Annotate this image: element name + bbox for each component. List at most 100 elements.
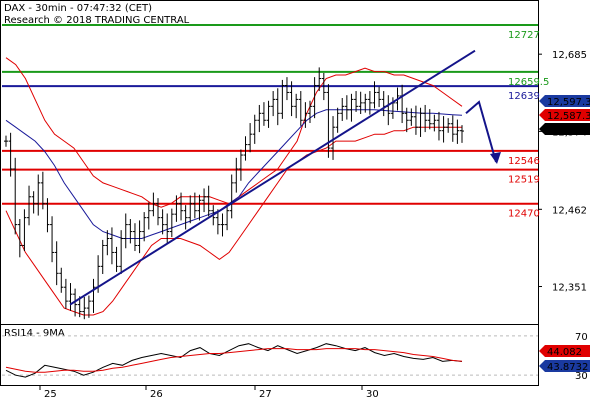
ohlc-bar (22, 209, 27, 252)
bollinger-lower-line (5, 126, 462, 316)
chart-title: DAX - 30min - 07:47:32 (CET) (4, 3, 152, 14)
rsi-layer (2, 335, 538, 378)
price-tag-ma: 12,597.3 (539, 95, 590, 108)
ohlc-bar (119, 230, 124, 274)
ohlc-bar (169, 208, 174, 238)
ohlc-bar (132, 223, 137, 252)
ohlc-bar (142, 212, 147, 242)
ohlc-bar (436, 111, 441, 141)
ohlc-bar (400, 84, 405, 124)
ohlc-bar (331, 116, 336, 160)
ohlc-bar (261, 102, 266, 126)
ohlc-bar (128, 219, 133, 244)
ohlc-bar (432, 114, 437, 132)
rsi-tag-value: 43.8732 (539, 360, 590, 373)
ohlc-bar (326, 84, 331, 158)
ohlc-bar (303, 102, 308, 128)
rsi-tag-ma: 44.082 (539, 345, 590, 358)
ohlc-bar (349, 93, 354, 122)
ohlc-bar (308, 100, 312, 124)
ohlc-bar (197, 194, 202, 221)
ohlc-bar (114, 246, 119, 272)
ohlc-bar (192, 192, 197, 219)
level-label-12727: 12727 (508, 30, 540, 41)
ohlc-bar (450, 115, 455, 142)
tags-layer: 12,597.3 12,587.3 12,574.5 44.082 43.8732 (539, 95, 590, 373)
ohlc-bar (404, 107, 409, 133)
ohlc-bar (91, 278, 96, 313)
moving-average-line (5, 109, 463, 239)
ohlc-bar (4, 135, 8, 147)
ohlc-bar (381, 91, 386, 117)
ohlc-bar (123, 213, 128, 249)
rsi-panel-label: RSI14 - 9MA (4, 328, 65, 339)
forecast-arrow-head (490, 152, 501, 164)
ohlc-bar (243, 136, 248, 161)
ohlc-bar (109, 227, 114, 265)
ohlc-bar (17, 219, 22, 258)
rsi-y-tick-label: 70 (575, 332, 588, 343)
ohlc-bar (413, 105, 418, 135)
price-tag-ma-text: 12,597.3 (547, 97, 590, 108)
rsi-tag-ma-text: 44.082 (547, 347, 582, 358)
ohlc-bar (63, 278, 68, 309)
ohlc-bar (367, 91, 372, 115)
ohlc-bar (280, 79, 285, 119)
ohlc-bar (59, 267, 64, 293)
ohlc-bar (202, 188, 207, 213)
ohlc-bar (275, 88, 280, 126)
ohlc-bar (298, 91, 303, 126)
ohlc-bar (321, 72, 326, 101)
ohlc-bar (156, 198, 160, 226)
level-label-12639: 12639 (508, 91, 540, 102)
ohlc-bar (372, 81, 377, 109)
levels-layer: 12727 12659.5 12639 12546 12519 12470 (2, 23, 549, 220)
ohlc-bar (174, 195, 179, 222)
ohlc-bar (252, 114, 257, 144)
ohlc-bar (220, 213, 225, 237)
price-tag-last: 12,574.5 (539, 123, 590, 136)
ohlc-bar (160, 209, 165, 235)
ohlc-bar (257, 104, 262, 133)
x-tick-label: 26 (150, 389, 163, 400)
ohlc-bar (86, 295, 91, 318)
ohlc-bar (271, 91, 276, 117)
candles-layer (4, 67, 464, 320)
ohlc-bar (289, 81, 294, 117)
ohlc-bar (82, 296, 87, 320)
ohlc-bar (206, 185, 211, 217)
ohlc-bar (105, 230, 110, 256)
ohlc-bar (317, 67, 322, 92)
ohlc-bar (312, 77, 317, 119)
x-tick-label: 30 (366, 389, 379, 400)
ohlc-bar (151, 192, 156, 217)
ohlc-bar (427, 109, 432, 130)
ohlc-bar (409, 108, 414, 126)
ohlc-bar (441, 116, 446, 143)
ohlc-bar (77, 296, 82, 318)
ohlc-bar (146, 202, 151, 230)
ohlc-bar (248, 123, 253, 153)
ohlc-bar (354, 91, 359, 112)
ohlc-bar (54, 241, 59, 286)
trend-layer (69, 49, 501, 306)
ohlc-bar (36, 174, 41, 216)
ohlc-bar (363, 93, 368, 113)
ohlc-bar (358, 91, 363, 114)
ohlc-bar (266, 100, 271, 128)
ohlc-bar (188, 195, 193, 224)
chart-subtitle: Research © 2018 TRADING CENTRAL (4, 15, 190, 26)
rsi-series-1 (5, 348, 463, 373)
ohlc-bar (423, 104, 428, 133)
ohlc-bar (215, 209, 220, 235)
ohlc-bar (68, 283, 73, 311)
ohlc-bar (13, 157, 18, 235)
chart-frame (0, 0, 539, 386)
level-label-12519: 12519 (508, 175, 540, 186)
ohlc-bar (340, 98, 345, 121)
ohlc-bar (40, 171, 45, 210)
ohlc-bar (386, 95, 391, 126)
ohlc-bar (418, 107, 423, 137)
